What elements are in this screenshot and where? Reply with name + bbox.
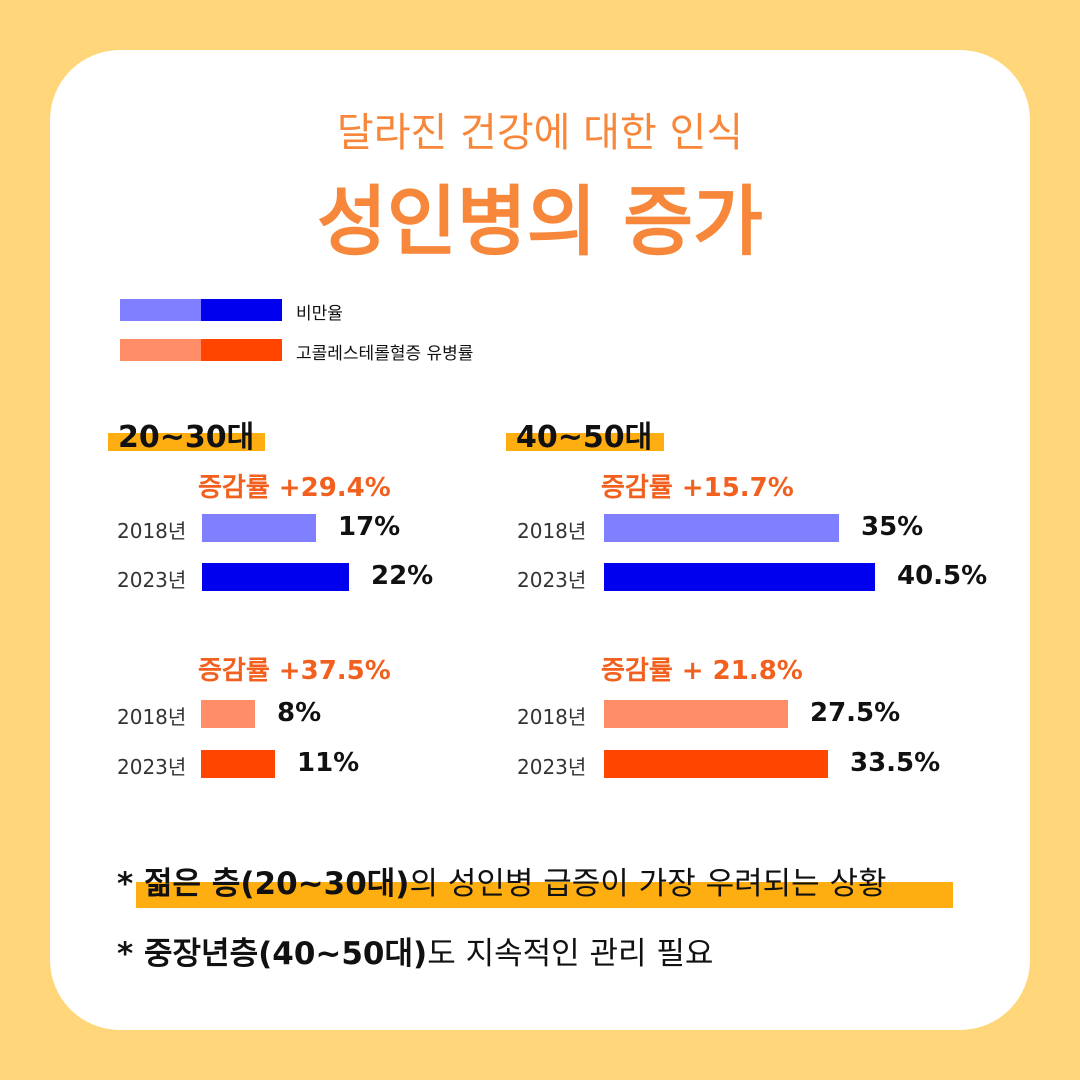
legend-swatch-obesity <box>120 299 282 321</box>
year-label-obesity-40-50: 2018년 <box>517 519 587 543</box>
bar-cholesterol-40-50 <box>604 750 828 778</box>
note-middle-aged: * 중장년층(40~50대)도 지속적인 관리 필요 <box>117 928 713 973</box>
note-highlight <box>136 882 953 908</box>
bar-cholesterol-40-50 <box>604 700 788 728</box>
note-middle-bold: * 중장년층(40~50대) <box>117 936 428 972</box>
bar-obesity-20-30 <box>202 514 316 542</box>
legend-label-obesity: 비만율 <box>296 304 343 324</box>
bar-cholesterol-20-30 <box>201 700 255 728</box>
value-label-cholesterol-40-50: 33.5% <box>850 748 941 778</box>
group-title-20-30: 20~30대 <box>118 420 255 455</box>
year-label-cholesterol-40-50: 2023년 <box>517 755 587 779</box>
page-subtitle: 달라진 건강에 대한 인식 <box>336 110 744 156</box>
group-highlight-20-30 <box>108 433 265 451</box>
group-highlight-40-50 <box>506 433 664 451</box>
legend-label-cholesterol: 고콜레스테롤혈증 유병률 <box>296 344 474 364</box>
note-middle-rest: 도 지속적인 관리 필요 <box>427 936 714 972</box>
year-label-obesity-20-30: 2018년 <box>117 519 187 543</box>
note-young: * 젊은 층(20~30대)의 성인병 급증이 가장 우려되는 상황 <box>117 858 887 903</box>
value-label-obesity-20-30: 17% <box>338 512 401 542</box>
year-label-obesity-20-30: 2023년 <box>117 568 187 592</box>
legend-swatch-cholesterol <box>120 339 282 361</box>
bar-obesity-40-50 <box>604 563 875 591</box>
note-young-rest: 의 성인병 급증이 가장 우려되는 상황 <box>409 866 887 902</box>
year-label-cholesterol-20-30: 2023년 <box>117 755 187 779</box>
rate-label-cholesterol-20-30: 증감률 +37.5% <box>198 656 391 686</box>
value-label-cholesterol-40-50: 27.5% <box>810 698 901 728</box>
value-label-cholesterol-20-30: 8% <box>277 698 322 728</box>
bar-cholesterol-20-30 <box>201 750 275 778</box>
page-title: 성인병의 증가 <box>317 177 763 266</box>
value-label-cholesterol-20-30: 11% <box>297 748 360 778</box>
year-label-cholesterol-20-30: 2018년 <box>117 705 187 729</box>
note-young-bold: * 젊은 층(20~30대) <box>117 866 410 902</box>
value-label-obesity-20-30: 22% <box>371 561 434 591</box>
year-label-cholesterol-40-50: 2018년 <box>517 705 587 729</box>
rate-label-obesity-40-50: 증감률 +15.7% <box>601 473 794 503</box>
value-label-obesity-40-50: 35% <box>861 512 924 542</box>
group-title-40-50: 40~50대 <box>516 420 653 455</box>
rate-label-obesity-20-30: 증감률 +29.4% <box>198 473 391 503</box>
bar-obesity-20-30 <box>202 563 349 591</box>
rate-label-cholesterol-40-50: 증감률 + 21.8% <box>601 656 803 686</box>
year-label-obesity-40-50: 2023년 <box>517 568 587 592</box>
bar-obesity-40-50 <box>604 514 839 542</box>
value-label-obesity-40-50: 40.5% <box>897 561 988 591</box>
